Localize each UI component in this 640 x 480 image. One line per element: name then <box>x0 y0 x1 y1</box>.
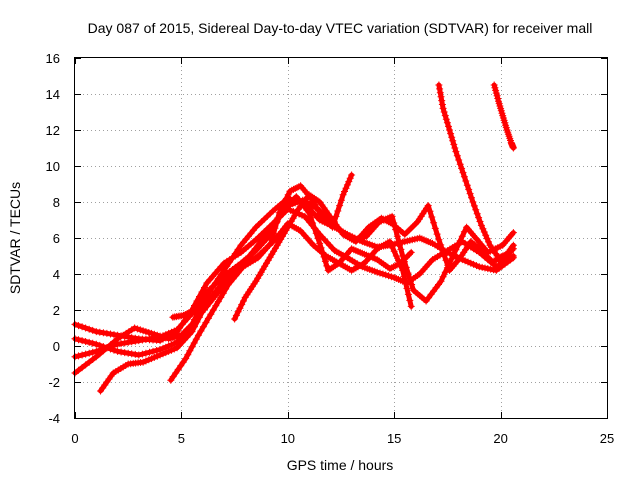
series-markers <box>71 196 517 377</box>
y-tick-label: 10 <box>46 159 60 174</box>
y-tick-label: 0 <box>53 339 60 354</box>
y-tick-label: 14 <box>46 87 60 102</box>
y-tick-label: 4 <box>53 267 60 282</box>
y-tick-label: 12 <box>46 123 60 138</box>
x-tick-label: 5 <box>178 431 185 446</box>
series-markers <box>435 81 517 262</box>
x-tick-label: 10 <box>281 431 295 446</box>
x-tick-label: 0 <box>71 431 78 446</box>
series-markers <box>490 81 517 152</box>
series-arc-7 <box>231 191 517 323</box>
y-tick-label: 16 <box>46 51 60 66</box>
series-markers <box>169 292 207 321</box>
y-axis-label: SDTVAR / TECUs <box>7 182 23 294</box>
grid <box>75 58 607 418</box>
series-arc-9 <box>490 81 517 152</box>
series-arc-6 <box>167 171 356 384</box>
plot-frame <box>74 57 608 419</box>
y-tick-label: -2 <box>48 375 60 390</box>
data-series <box>71 81 517 395</box>
series-arc-10 <box>169 292 207 321</box>
x-tick-label: 15 <box>387 431 401 446</box>
y-tick-label: -4 <box>48 411 60 426</box>
y-tick-label: 2 <box>53 303 60 318</box>
x-axis-label: GPS time / hours <box>287 457 394 473</box>
y-tick-label: 6 <box>53 231 60 246</box>
series-arc-8 <box>435 81 517 262</box>
y-tick-label: 8 <box>53 195 60 210</box>
series-arc-4 <box>71 196 517 377</box>
series-markers <box>167 171 356 384</box>
x-tick-label: 25 <box>600 431 614 446</box>
x-tick-label: 20 <box>493 431 507 446</box>
series-markers <box>231 191 517 323</box>
chart-title: Day 087 of 2015, Sidereal Day-to-day VTE… <box>88 20 593 36</box>
